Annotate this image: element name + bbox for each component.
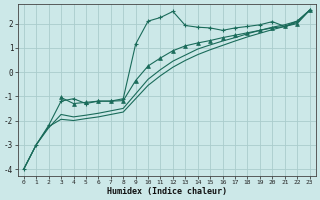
X-axis label: Humidex (Indice chaleur): Humidex (Indice chaleur) [107,187,227,196]
